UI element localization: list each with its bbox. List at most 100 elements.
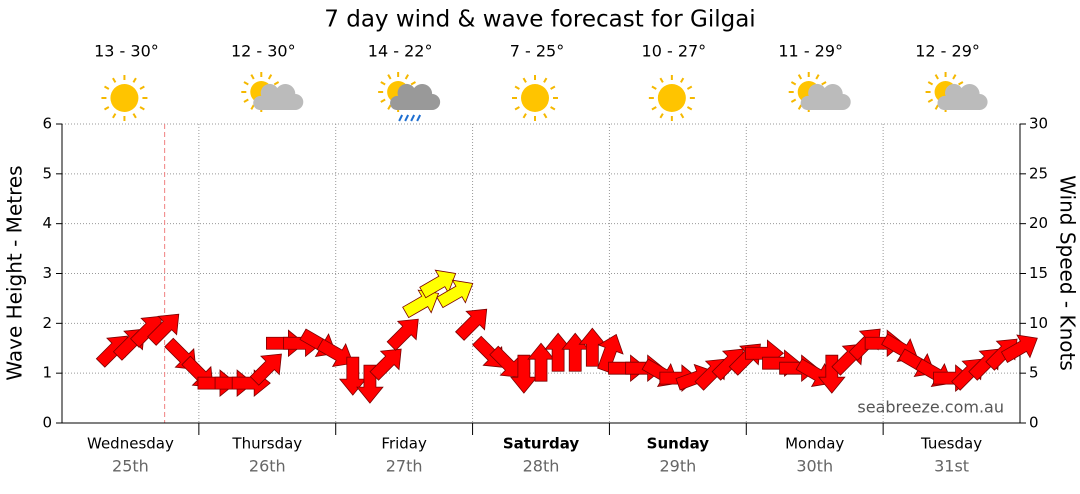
y-tick-label: 4 [42,214,52,232]
sun-ray [927,81,934,86]
weather-icon [378,72,441,122]
sun-ray [686,85,693,90]
sun-ray [543,77,548,83]
sun-ray [514,85,520,90]
rain-drop [410,114,416,122]
sun-ray [679,113,685,119]
y2-tick-label: 5 [1029,364,1039,382]
sun-ray [132,113,137,119]
sun-ray [273,81,280,86]
sun-ray [543,113,548,119]
date-label: 28th [523,457,560,476]
sun-ray [139,106,145,111]
sun-ray [139,85,145,90]
rain-drop [416,114,422,122]
sun-ray [514,106,520,111]
sun-ray [404,74,410,80]
sun-ray [821,81,827,86]
y-tick-label: 6 [42,115,52,133]
wind-arrow [436,279,474,309]
sun-ray [797,104,803,110]
temperature-label: 12 - 30° [231,42,296,61]
cloud [937,83,988,110]
sun [657,84,686,112]
sun-ray [380,81,386,86]
sun-ray [112,77,117,83]
temperature-label: 12 - 29° [915,42,980,61]
sun-ray [387,104,392,110]
y-tick-label: 0 [42,414,52,432]
temperature-label: 10 - 27° [642,42,707,61]
day-label: Tuesday [920,435,982,453]
y-tick-label: 2 [42,314,52,332]
sun-ray [250,104,255,110]
wind-arrow [316,338,354,368]
rain-drop [398,114,404,122]
wind-arrow [544,332,572,372]
day-label: Sunday [647,435,710,453]
cloud [800,83,851,110]
y2-tick-label: 10 [1029,314,1048,332]
sun-ray [522,113,527,119]
day-label: Saturday [503,435,580,453]
y2-tick-label: 25 [1029,164,1048,182]
weather-icon [648,75,695,121]
wind-arrow [455,308,488,341]
weather-icon [788,72,851,112]
wind-arrow [1000,334,1038,363]
sun-ray [815,74,820,80]
wind-arrow [419,269,457,299]
temperature-label: 7 - 25° [510,42,564,61]
y2-tick-label: 0 [1029,414,1039,432]
wind-arrow [489,345,522,378]
rain-drop [404,114,410,122]
sun-ray [679,77,685,83]
date-label: 29th [659,457,696,476]
wind-arrow [249,353,282,386]
date-label: 30th [796,457,833,476]
sun-ray [267,74,273,80]
sun-ray [790,81,797,86]
sun [110,84,139,112]
sun [521,84,549,112]
wind-arrow [369,348,402,381]
sun-ray [410,81,416,86]
day-label: Friday [381,435,427,453]
weather-icon [241,72,304,112]
y-tick-label: 1 [42,364,52,382]
wind-arrow [817,354,846,394]
date-label: 31st [934,457,969,476]
sun-ray [243,98,249,103]
wind-arrow [356,364,384,404]
day-label: Monday [785,435,844,453]
sun-ray [927,98,934,103]
wind-arrow [338,356,367,396]
sun-ray [550,85,556,90]
sun-ray [934,74,939,80]
y2-axis-label: Wind Speed - Knots [1056,175,1080,371]
weather-icon [925,72,988,112]
sun-ray [797,74,803,80]
sun-ray [243,81,249,86]
sun-ray [659,77,664,83]
y2-tick-label: 30 [1029,115,1048,133]
sun-ray [958,81,964,86]
date-label: 25th [112,457,149,476]
y-tick-label: 5 [42,164,52,182]
wind-arrow [578,327,607,367]
sun-ray [112,113,117,119]
y-axis-label: Wave Height - Metres [3,165,27,380]
watermark: seabreeze.com.au [857,398,1004,417]
wind-arrow [402,289,440,319]
y-tick-label: 3 [42,264,52,282]
sun-ray [934,104,939,110]
weather-icon [101,75,148,121]
wind-arrow [386,318,419,351]
sun-ray [686,106,693,111]
sun-ray [132,77,137,83]
sun-ray [250,74,255,80]
sun-ray [380,98,386,103]
sun-ray [104,85,110,90]
date-label: 26th [249,457,286,476]
